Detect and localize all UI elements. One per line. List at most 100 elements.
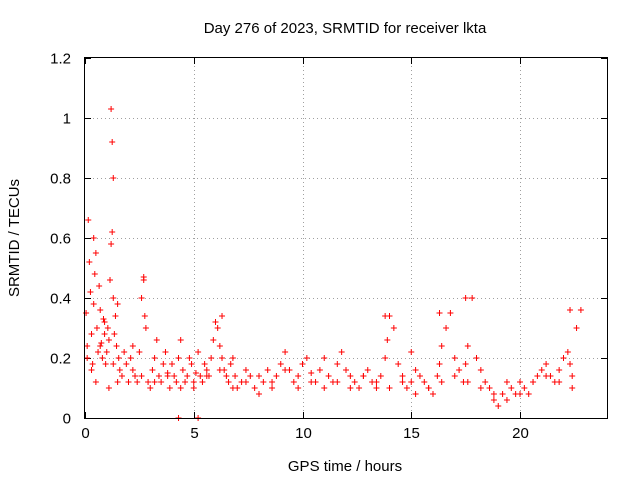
data-point [543, 373, 550, 379]
data-point [242, 379, 249, 385]
data-point [295, 373, 302, 379]
data-point [112, 313, 119, 319]
data-point [188, 361, 195, 367]
x-tick-label: 10 [295, 425, 312, 442]
plot-frame [84, 57, 608, 419]
data-point [93, 325, 100, 331]
data-point [438, 379, 445, 385]
data-point [564, 349, 571, 355]
data-points [83, 106, 584, 421]
data-point [153, 337, 160, 343]
data-point [92, 379, 99, 385]
data-point [111, 331, 118, 337]
data-point [134, 379, 141, 385]
data-point [436, 310, 443, 316]
data-point [543, 361, 550, 367]
x-tick-label: 0 [81, 425, 89, 442]
data-point [107, 277, 114, 283]
data-point [495, 403, 502, 409]
data-point [338, 349, 345, 355]
data-point [430, 391, 436, 397]
data-point [247, 373, 254, 379]
data-point [308, 370, 315, 376]
data-point [102, 361, 109, 367]
data-point [438, 343, 445, 349]
data-point [140, 274, 147, 280]
data-point [382, 313, 389, 319]
data-point [208, 355, 215, 361]
data-point [164, 373, 171, 379]
data-point [219, 313, 226, 319]
data-point [282, 349, 289, 355]
data-point [408, 379, 415, 385]
data-point [109, 229, 116, 235]
data-point [242, 367, 249, 373]
data-point [186, 355, 193, 361]
data-point [556, 367, 563, 373]
data-point [334, 379, 341, 385]
data-point [490, 391, 497, 397]
data-point [84, 343, 91, 349]
data-point [201, 361, 208, 367]
data-point [260, 379, 267, 385]
data-point [408, 349, 415, 355]
tick-labels: 0 5 10 15 20 0 0.2 0.4 0.6 0.8 1 1.2 [50, 51, 529, 443]
data-point [425, 385, 432, 391]
data-point [469, 295, 476, 301]
data-point [166, 385, 173, 391]
data-point [179, 367, 186, 373]
data-point [203, 373, 210, 379]
chart-title: Day 276 of 2023, SRMTID for receiver lkt… [204, 20, 487, 37]
data-point [377, 373, 384, 379]
data-point [486, 385, 493, 391]
data-point [203, 367, 210, 373]
y-tick-label: 0.8 [50, 171, 71, 188]
data-point [123, 361, 130, 367]
data-point [325, 373, 332, 379]
data-point [110, 361, 117, 367]
data-point [192, 370, 199, 376]
data-point [182, 379, 189, 385]
data-point [114, 301, 121, 307]
data-point [171, 373, 178, 379]
data-point [110, 175, 117, 181]
data-point [456, 367, 463, 373]
data-point [395, 361, 402, 367]
data-point [97, 307, 104, 313]
data-point [264, 367, 271, 373]
data-point [277, 361, 284, 367]
data-point [399, 379, 406, 385]
data-point [121, 349, 128, 355]
data-point [84, 355, 91, 361]
data-point [530, 379, 537, 385]
data-point [567, 361, 574, 367]
data-point [351, 379, 358, 385]
y-tick-label: 0.4 [50, 291, 71, 308]
x-tick-label: 20 [512, 425, 529, 442]
data-point [421, 379, 428, 385]
data-point [434, 373, 441, 379]
data-point [295, 385, 302, 391]
data-point [273, 373, 280, 379]
data-point [212, 319, 219, 325]
grid [85, 58, 607, 418]
x-tick-label: 15 [403, 425, 420, 442]
data-point [173, 379, 180, 385]
data-point [473, 355, 480, 361]
data-point [90, 235, 97, 241]
data-point [149, 367, 156, 373]
y-axis-label: SRMTID / TECUs [6, 179, 23, 297]
data-point [151, 355, 158, 361]
data-point [88, 367, 95, 373]
data-point [177, 385, 184, 391]
data-point [219, 355, 226, 361]
data-point [556, 379, 563, 385]
data-point [190, 379, 197, 385]
data-point [499, 391, 506, 397]
data-point [109, 139, 116, 145]
data-point [96, 283, 103, 289]
data-point [256, 391, 262, 397]
data-point [569, 373, 576, 379]
data-point [129, 343, 136, 349]
